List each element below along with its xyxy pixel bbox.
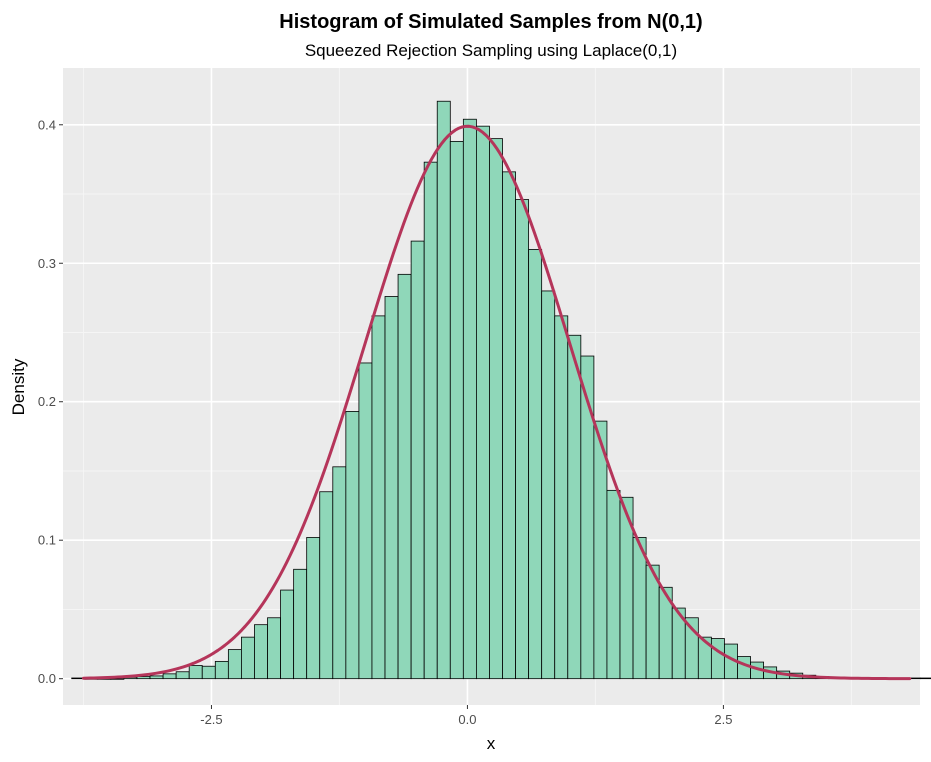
x-tick-label: -2.5 (200, 712, 222, 727)
histogram-bar (319, 491, 334, 680)
histogram-bar (462, 118, 477, 680)
histogram-bar (214, 660, 229, 680)
histogram-bar (515, 199, 530, 680)
y-tick-label: 0.0 (38, 671, 56, 686)
y-tick-label: 0.2 (38, 394, 56, 409)
chart-subtitle: Squeezed Rejection Sampling using Laplac… (305, 41, 677, 60)
histogram-bar (293, 568, 308, 680)
histogram-bar (188, 665, 203, 680)
y-tick-label: 0.4 (38, 117, 56, 132)
y-tick-label: 0.1 (38, 533, 56, 548)
histogram-bar (567, 334, 582, 680)
histogram-bar (280, 589, 295, 680)
y-axis-label: Density (9, 358, 28, 415)
histogram-bar (162, 673, 177, 680)
density-curve (81, 124, 912, 681)
histogram-bar (410, 240, 425, 680)
histogram-bar (332, 466, 347, 680)
histogram-bar (489, 138, 503, 680)
y-axis: 0.0 0.1 0.2 0.3 0.4 (38, 117, 63, 686)
histogram-bar (449, 140, 464, 680)
histogram-bar (436, 100, 451, 680)
histogram-bar (541, 290, 556, 680)
histogram-bar (710, 638, 725, 680)
histogram-bar (593, 420, 608, 680)
y-tick-label: 0.3 (38, 256, 56, 271)
histogram-bar (397, 273, 412, 680)
histogram-bar (528, 249, 543, 680)
histogram-bar (423, 161, 438, 680)
histogram-bar (502, 171, 516, 680)
histogram-bars (71, 100, 931, 680)
histogram-bar (306, 537, 321, 680)
histogram-bar (554, 315, 569, 680)
histogram-bar (384, 296, 399, 680)
histogram-bar (175, 671, 190, 680)
x-tick-label: 2.5 (714, 712, 732, 727)
histogram-bar (254, 624, 268, 680)
histogram-bar (371, 315, 386, 680)
histogram-bar (358, 362, 373, 680)
histogram-bar (227, 649, 242, 680)
histogram-bar (475, 125, 490, 680)
histogram-bar (345, 411, 360, 680)
histogram-bar (201, 665, 216, 680)
histogram-bar (919, 677, 931, 680)
histogram-bar (632, 537, 647, 680)
x-axis-label: x (487, 734, 496, 753)
histogram-bar (267, 617, 281, 680)
chart-title: Histogram of Simulated Samples from N(0,… (279, 11, 702, 33)
histogram-bar (241, 636, 255, 680)
histogram-bar (737, 656, 751, 680)
x-axis: -2.5 0.0 2.5 (200, 705, 732, 727)
x-tick-label: 0.0 (458, 712, 476, 727)
histogram-bar (606, 489, 621, 680)
histogram-bar (149, 675, 164, 680)
